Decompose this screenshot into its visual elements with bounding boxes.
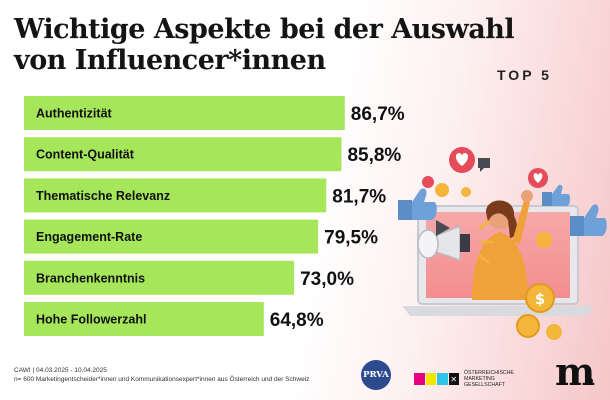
bar <box>24 96 345 130</box>
bar-category-label: Content-Qualität <box>36 148 135 162</box>
bar-category-label: Engagement-Rate <box>36 230 142 244</box>
bar-value-label: 73,0% <box>300 269 354 290</box>
bar-category-label: Branchenkenntnis <box>36 271 145 285</box>
bar-value-label: 79,5% <box>324 228 378 249</box>
bar-category-label: Hohe Followerzahl <box>36 313 146 327</box>
bar-category-label: Authentizität <box>36 107 113 121</box>
bar <box>24 260 295 295</box>
comment-bubble-icon <box>478 158 490 172</box>
bar <box>24 302 264 336</box>
bar-chart: Authentizität 86,7% Content-Qualität 85,8% T… <box>24 96 405 336</box>
heart-bubble-icon <box>528 168 548 188</box>
influencer-illustration: $ <box>398 147 607 340</box>
m-logo: m <box>555 349 596 394</box>
thumbs-up-icon <box>398 188 437 220</box>
footer-notes: CAWI | 04.03.2025 - 10.04.2025 n= 600 Ma… <box>14 366 309 384</box>
thumbs-up-icon <box>570 204 607 236</box>
person-illustration <box>472 190 533 300</box>
omg-logo: ✕ ÖSTERREICHISCHE MARKETING GESELLSCHAFT <box>414 370 514 388</box>
m-logo-dot <box>587 378 593 384</box>
omg-logo-text: ÖSTERREICHISCHE MARKETING GESELLSCHAFT <box>464 370 514 388</box>
thumbs-up-icon <box>542 184 571 206</box>
bar-value-label: 85,8% <box>347 145 401 166</box>
omg-line-3: GESELLSCHAFT <box>464 382 505 388</box>
footer-method: CAWI | 04.03.2025 - 10.04.2025 <box>14 367 107 374</box>
omg-close-icon: ✕ <box>448 373 459 385</box>
megaphone-icon <box>417 220 494 264</box>
bar-category-label: Thematische Relevanz <box>36 189 170 203</box>
prva-logo-text: PRVA <box>363 370 389 380</box>
heart-bubble-icon <box>449 147 475 173</box>
omg-square-3 <box>437 373 448 385</box>
bar-value-label: 86,7% <box>351 104 405 125</box>
bar-value-label: 64,8% <box>270 310 324 331</box>
svg-text:$: $ <box>535 290 545 308</box>
omg-line-2: MARKETING <box>464 376 495 382</box>
coin-icon: $ <box>435 183 562 340</box>
footer-sample: n= 600 Marketingentscheider*innen und Ko… <box>14 376 310 383</box>
bar-value-label: 81,7% <box>332 186 386 207</box>
heart-bubble-icon <box>422 176 434 188</box>
bar <box>24 137 342 172</box>
play-button-icon <box>436 220 450 236</box>
subtitle-top5: TOP 5 <box>497 67 552 83</box>
bar <box>24 178 327 213</box>
omg-square-1 <box>414 373 425 385</box>
title-line-1: Wichtige Aspekte bei der Auswahl <box>14 14 515 45</box>
omg-square-2 <box>425 373 436 385</box>
omg-line-1: ÖSTERREICHISCHE <box>464 370 514 376</box>
bar <box>24 219 319 254</box>
prva-logo: PRVA <box>361 360 391 390</box>
title-line-2: von Influencer*innen <box>14 45 326 76</box>
chart-title: Wichtige Aspekte bei der Auswahl von Inf… <box>14 14 515 76</box>
